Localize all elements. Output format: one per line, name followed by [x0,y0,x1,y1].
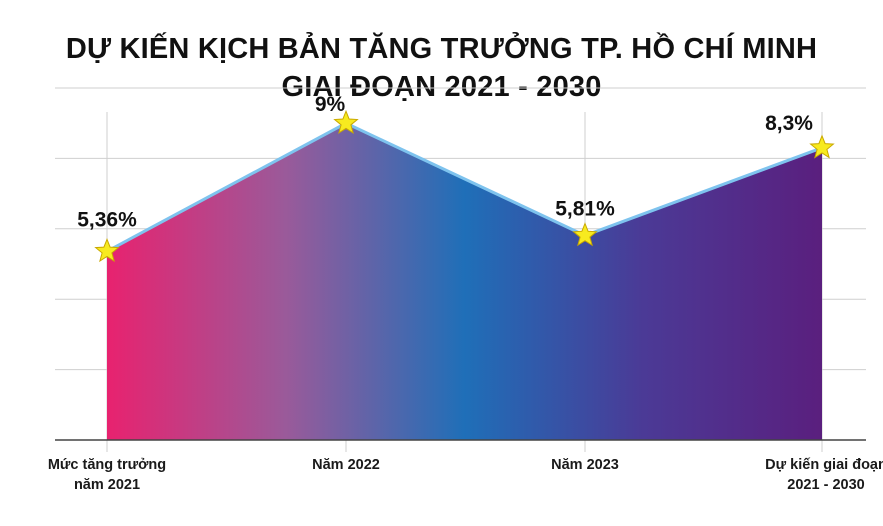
x-tick-label: 2021 - 2030 [787,477,864,493]
x-tick-label: năm 2021 [74,477,140,493]
x-tick-label: Năm 2023 [551,457,619,473]
star-marker [809,134,835,159]
title-line-2: GIAI ĐOẠN 2021 - 2030 [281,71,602,103]
x-tick-label: Năm 2022 [312,457,380,473]
data-label: 8,3% [765,112,813,135]
title-line-1: DỰ KIẾN KỊCH BẢN TĂNG TRƯỞNG TP. HỒ CHÍ … [65,33,818,65]
series-line [106,121,823,253]
chart-title: DỰ KIẾN KỊCH BẢN TĂNG TRƯỞNG TP. HỒ CHÍ … [0,30,883,106]
star-marker [333,109,359,135]
x-tick-label: Mức tăng trưởng [48,457,166,473]
data-label: 5,81% [555,197,615,220]
area-fill [107,123,822,440]
data-label: 5,36% [77,208,137,231]
data-label: 9% [315,93,346,116]
x-tick-label: Dự kiến giai đoạn [765,457,883,473]
star-marker [94,237,120,263]
star-marker [572,222,598,247]
